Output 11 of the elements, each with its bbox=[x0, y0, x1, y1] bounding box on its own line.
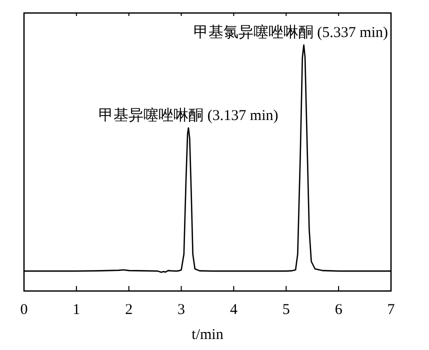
annotation: 甲基异噻唑啉酮 (3.137 min) bbox=[98, 108, 278, 124]
x-tick-label: 4 bbox=[230, 302, 238, 318]
x-tick-label: 0 bbox=[20, 302, 28, 318]
x-tick-label: 7 bbox=[387, 302, 395, 318]
x-tick-label: 2 bbox=[125, 302, 133, 318]
x-tick-label: 1 bbox=[72, 302, 80, 318]
x-tick-label: 5 bbox=[282, 302, 290, 318]
annotation: 甲基氯异噻唑啉酮 (5.337 min) bbox=[193, 24, 388, 41]
x-axis-title: t/min bbox=[192, 327, 224, 343]
x-tick-label: 6 bbox=[334, 302, 342, 318]
x-tick-label: 3 bbox=[178, 302, 186, 318]
